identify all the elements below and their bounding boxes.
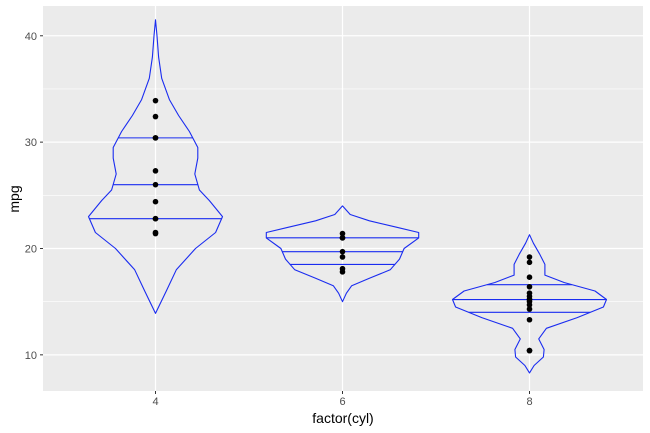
x-tick-label: 8: [526, 396, 532, 408]
data-point: [152, 97, 159, 104]
data-point: [152, 113, 159, 120]
data-point: [526, 290, 533, 296]
data-point: [526, 347, 533, 354]
violin-outline: [451, 234, 608, 374]
data-point: [526, 283, 533, 290]
x-axis: 4 6 8: [152, 391, 533, 408]
data-point: [526, 306, 533, 312]
y-axis-title: mpg: [6, 185, 22, 212]
y-tick-label: 40: [25, 31, 37, 43]
data-point: [152, 181, 159, 188]
data-point: [526, 316, 533, 323]
data-point: [152, 135, 159, 141]
data-point: [526, 274, 533, 281]
data-point: [339, 235, 346, 241]
data-point: [152, 198, 159, 205]
x-axis-title: factor(cyl): [312, 410, 373, 426]
x-tick-label: 4: [152, 396, 158, 408]
violin-outline: [265, 205, 420, 303]
y-tick-label: 20: [25, 243, 37, 255]
data-point: [339, 265, 346, 272]
data-point: [339, 248, 346, 255]
data-point: [339, 230, 346, 237]
y-tick-label: 10: [25, 350, 37, 362]
x-tick-label: 6: [339, 396, 345, 408]
data-point: [339, 254, 346, 260]
y-axis: 10 20 30 40: [25, 31, 43, 362]
y-tick-label: 30: [25, 137, 37, 149]
data-point: [152, 229, 159, 236]
data-points: [152, 97, 533, 354]
data-point: [152, 168, 159, 174]
grid-lines: [43, 6, 643, 391]
data-point: [526, 254, 533, 260]
violin-outline: [87, 19, 224, 314]
data-point: [526, 259, 533, 266]
data-point: [152, 215, 159, 222]
